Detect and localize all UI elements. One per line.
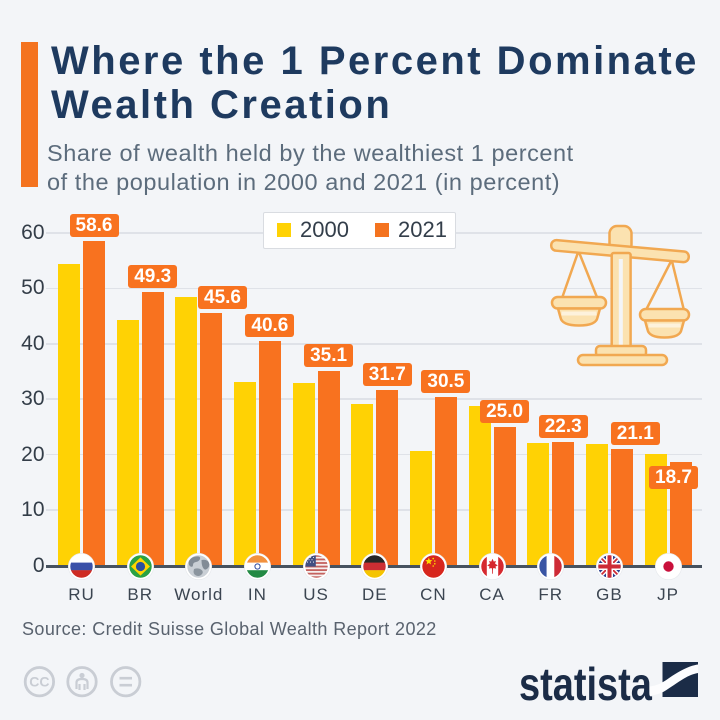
svg-text:CC: CC <box>29 673 49 689</box>
